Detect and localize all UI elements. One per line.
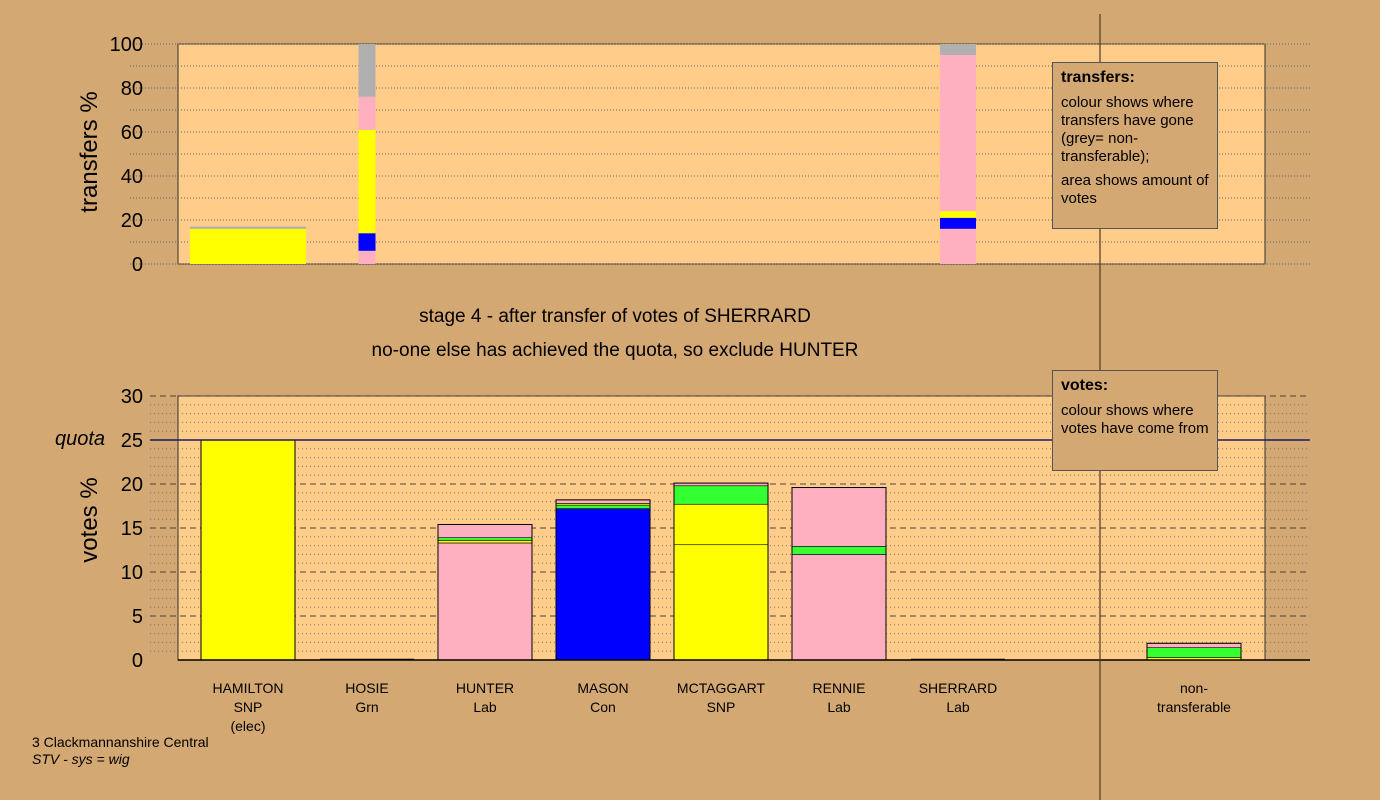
category-label: HUNTER xyxy=(456,680,514,696)
transfers-tick-label: 0 xyxy=(132,254,143,276)
transfers-tick-label: 40 xyxy=(121,166,143,188)
transfer-bar-segment xyxy=(940,44,976,55)
vote-bar-segment xyxy=(437,537,533,541)
transfer-bar-segment xyxy=(358,250,376,264)
transfer-bar-segment xyxy=(358,129,376,234)
transfers-tick-label: 80 xyxy=(121,78,143,100)
vote-bar-segment xyxy=(555,499,651,504)
transfers-tick-label: 100 xyxy=(110,34,143,56)
transfers-legend-text-2: area shows amount of votes xyxy=(1061,172,1209,207)
category-label: transferable xyxy=(1157,699,1231,715)
category-label: Lab xyxy=(827,699,851,715)
votes-legend-text: colour shows where votes have come from xyxy=(1061,402,1209,437)
votes-tick-label: 0 xyxy=(132,650,143,672)
transfer-bar-segment xyxy=(940,55,976,212)
votes-tick-label: 20 xyxy=(121,474,143,496)
transfers-legend-text: colour shows where transfers have gone (… xyxy=(1061,94,1194,165)
vote-bar-segment xyxy=(555,508,651,661)
votes-tick-label: 25 xyxy=(121,430,143,452)
category-label: MASON xyxy=(577,680,628,696)
quota-label: quota xyxy=(55,428,106,450)
category-label: Lab xyxy=(473,699,497,715)
category-labels: HAMILTON SNP (elec) HOSIE Grn HUNTER Lab MASON C… xyxy=(212,680,1231,734)
footer-constituency: 3 Clackmannanshire Central xyxy=(32,734,209,750)
transfers-legend-title: transfers: xyxy=(1061,69,1135,86)
votes-legend-title: votes: xyxy=(1061,377,1109,394)
transfers-axis-label: transfers % xyxy=(76,91,103,213)
vote-bar-segment xyxy=(1146,647,1242,658)
votes-bars xyxy=(200,439,1242,661)
category-label: non- xyxy=(1180,680,1208,696)
vote-bar-segment xyxy=(673,485,769,505)
transfers-tick-label: 60 xyxy=(121,122,143,144)
vote-bar-segment xyxy=(673,503,769,546)
votes-legend: votes: colour shows where votes have com… xyxy=(1052,370,1218,471)
tick-labels: 0 20 40 60 80 100 0 5 10 15 20 25 30 xyxy=(110,34,143,672)
votes-tick-label: 5 xyxy=(132,606,143,628)
transfer-bar-segment xyxy=(190,226,306,229)
vote-bar-segment xyxy=(555,504,651,509)
vote-bar-segment xyxy=(437,524,533,538)
category-label: Grn xyxy=(355,699,378,715)
transfer-bar-segment xyxy=(940,228,976,264)
category-label: SNP xyxy=(234,699,263,715)
votes-tick-label: 30 xyxy=(121,386,143,408)
vote-bar-segment xyxy=(1146,642,1242,648)
category-label: SHERRARD xyxy=(919,680,998,696)
transfers-tick-label: 20 xyxy=(121,210,143,232)
category-label: Con xyxy=(590,699,616,715)
transfer-bar-segment xyxy=(190,228,306,264)
category-label: MCTAGGART xyxy=(677,680,766,696)
category-label: SNP xyxy=(707,699,736,715)
votes-axis-label: votes % xyxy=(76,477,103,563)
transfer-bar-segment xyxy=(940,211,976,218)
stage-title: stage 4 - after transfer of votes of SHE… xyxy=(419,306,811,327)
stage-subtitle: no-one else has achieved the quota, so e… xyxy=(371,340,859,361)
vote-bar-segment xyxy=(200,439,296,661)
vote-bar-segment xyxy=(791,487,887,547)
vote-bar-segment xyxy=(791,554,887,661)
category-label: Lab xyxy=(946,699,970,715)
vote-bar-segment xyxy=(437,542,533,661)
category-label: (elec) xyxy=(230,718,265,734)
category-label: RENNIE xyxy=(813,680,866,696)
votes-tick-label: 15 xyxy=(121,518,143,540)
transfer-bar-segment xyxy=(358,96,376,130)
transfer-bar-segment xyxy=(358,44,376,97)
category-label: HAMILTON xyxy=(212,680,283,696)
transfer-bar-segment xyxy=(940,217,976,229)
transfers-bars xyxy=(190,44,976,264)
vote-bar-segment xyxy=(437,540,533,544)
transfers-legend: transfers: colour shows where transfers … xyxy=(1052,62,1218,229)
vote-bar-segment xyxy=(791,546,887,555)
footer-system: STV - sys = wig xyxy=(32,751,130,767)
category-label: HOSIE xyxy=(345,680,389,696)
votes-tick-label: 10 xyxy=(121,562,143,584)
transfer-bar-segment xyxy=(358,233,376,251)
vote-bar-segment xyxy=(673,544,769,661)
